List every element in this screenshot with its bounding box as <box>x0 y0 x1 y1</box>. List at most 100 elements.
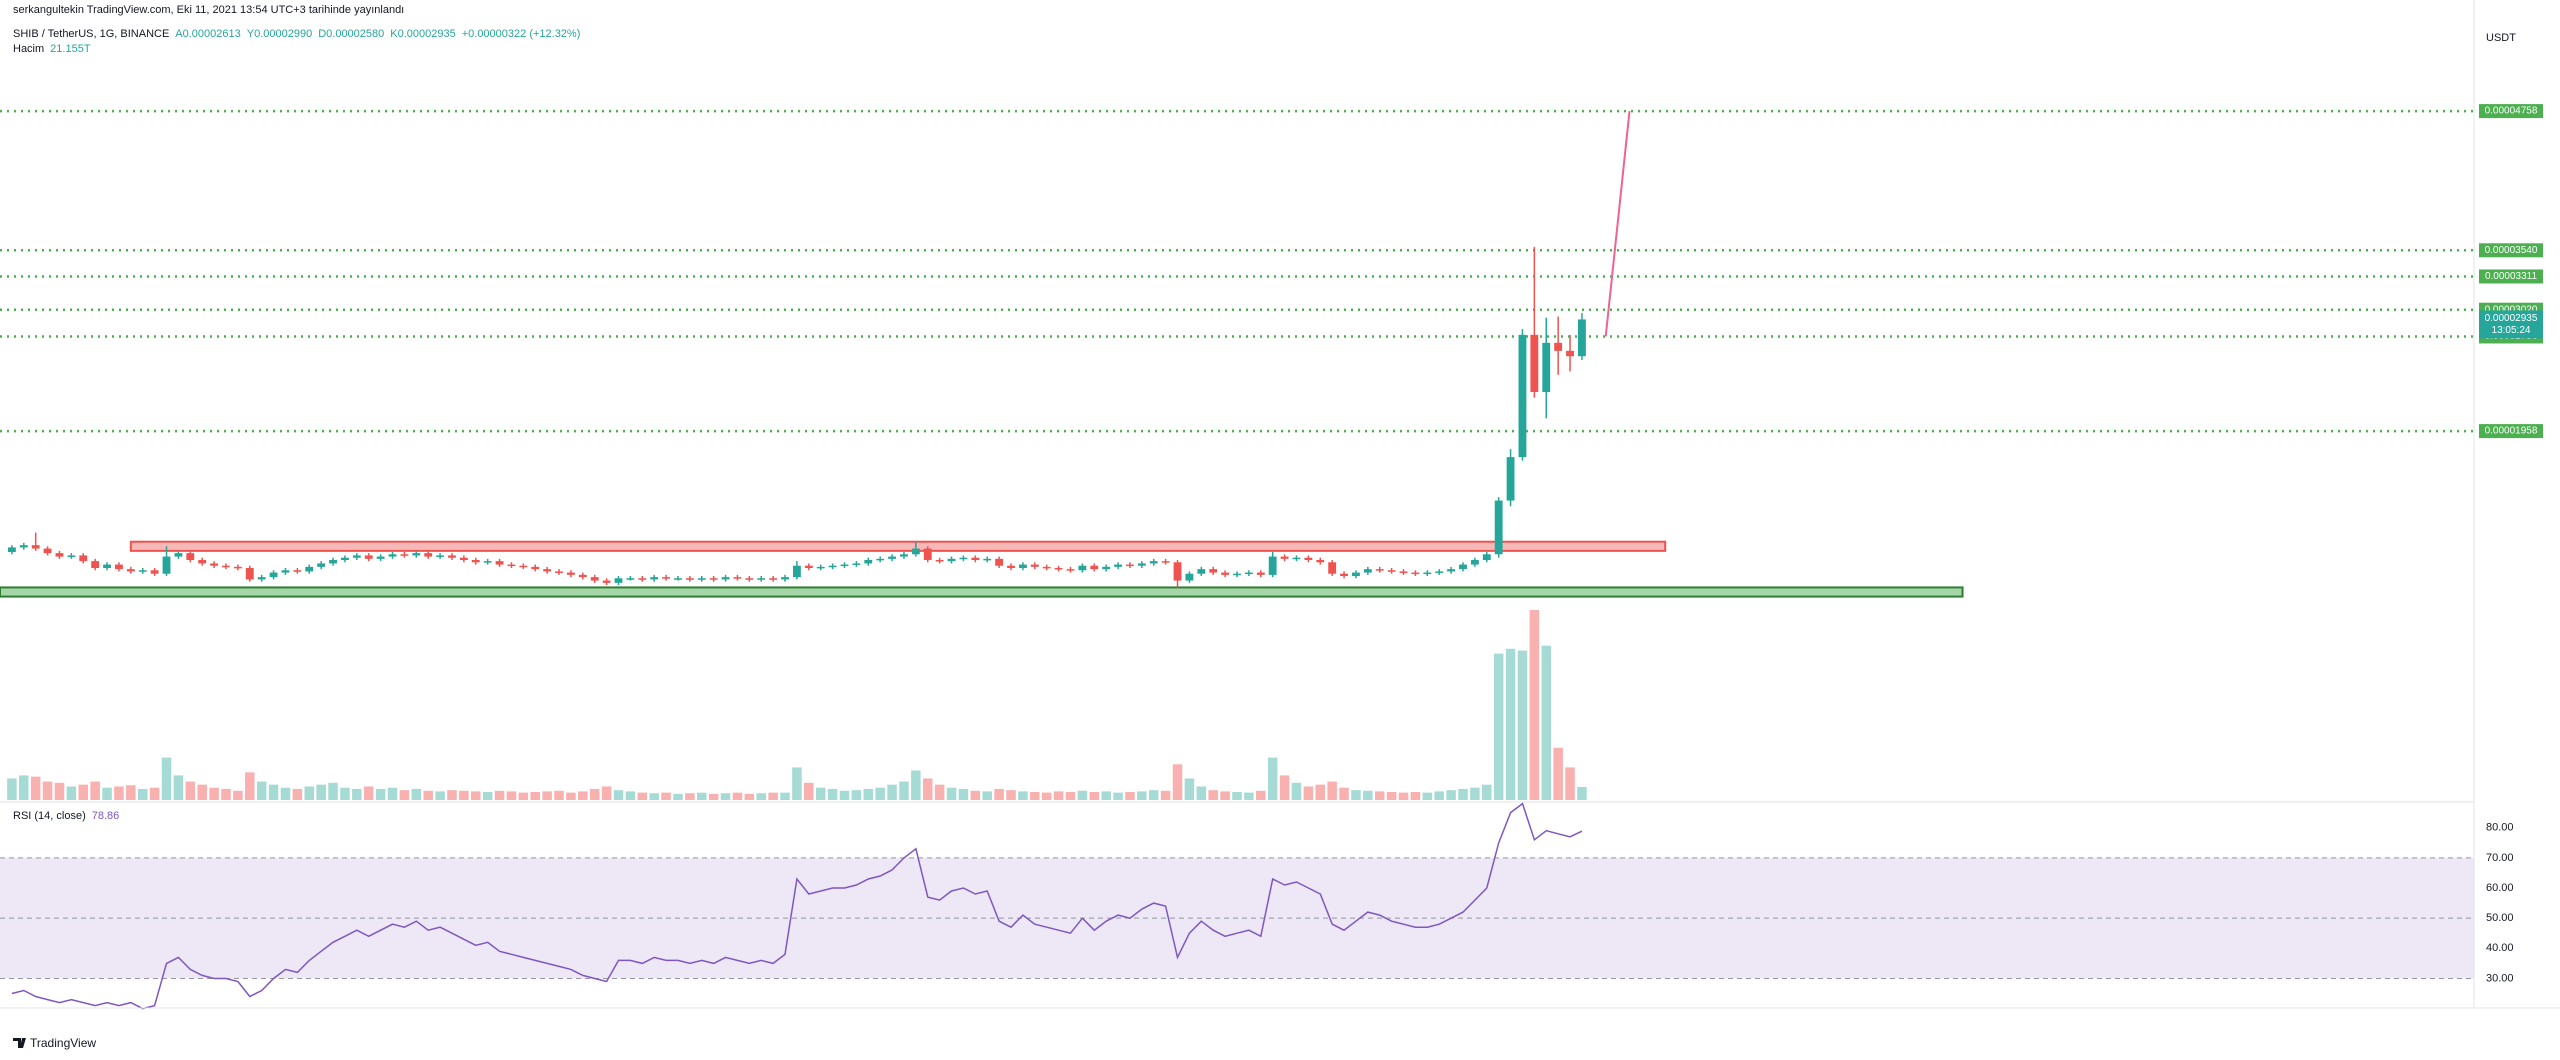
volume-bar <box>1267 757 1278 800</box>
candle-body <box>341 557 349 560</box>
volume-bar <box>1315 784 1326 800</box>
volume-bar <box>958 788 969 800</box>
volume-bar <box>126 785 136 800</box>
volume-bar <box>1577 786 1587 800</box>
candle-body <box>602 580 611 583</box>
volume-bar <box>1125 792 1135 800</box>
candle-body <box>876 558 885 561</box>
volume-bar <box>197 784 207 800</box>
candle-body <box>245 568 254 580</box>
rsi-tick-label: 80.00 <box>2486 822 2514 834</box>
candle-body <box>1518 334 1527 458</box>
candle-body <box>507 564 516 567</box>
volume-bar <box>554 790 564 800</box>
candle-body <box>1578 319 1586 357</box>
volume-bar <box>328 782 338 800</box>
candle-body <box>31 545 40 549</box>
candle-body <box>959 557 968 560</box>
volume-bar <box>661 792 671 800</box>
volume-bar <box>506 791 517 800</box>
volume-bar <box>1208 790 1218 800</box>
volume-bar <box>768 792 778 800</box>
volume-bar <box>792 767 802 800</box>
candle-body <box>43 548 52 554</box>
candle-body <box>804 565 813 568</box>
candle-body <box>1411 572 1420 575</box>
candle-body <box>947 558 956 562</box>
candle-body <box>1233 573 1241 576</box>
volume-bar <box>1137 791 1147 800</box>
candle-body <box>162 556 171 574</box>
volume-bar <box>578 791 588 800</box>
candle-body <box>376 556 385 559</box>
volume-bar <box>447 790 457 800</box>
candle-body <box>971 557 980 560</box>
candle-body <box>1292 557 1301 560</box>
candle-body <box>1435 571 1444 573</box>
candle-body <box>1221 572 1230 575</box>
volume-bar <box>185 781 196 800</box>
candle-body <box>757 578 766 580</box>
level-label-box <box>2479 424 2543 439</box>
volume-bar <box>1482 784 1492 800</box>
rsi-tick-label: 50.00 <box>2486 912 2514 924</box>
level-label: 0.00003540 <box>2485 245 2538 256</box>
volume-bar <box>1398 792 1409 800</box>
candle-body <box>709 578 718 580</box>
candle-body <box>1030 564 1039 567</box>
candle-body <box>115 564 123 570</box>
candle-body <box>721 577 730 580</box>
candle-body <box>1256 572 1265 575</box>
volume-bar <box>1363 790 1373 800</box>
volume-bar <box>1517 650 1528 800</box>
level-label: 0.00001958 <box>2485 426 2538 437</box>
volume-bar <box>732 792 743 800</box>
rsi-tick-label: 40.00 <box>2486 942 2514 954</box>
candle-body <box>816 566 825 569</box>
volume-bar <box>601 786 612 800</box>
candle-body <box>888 556 896 559</box>
volume-bar <box>1256 790 1266 800</box>
volume-bar <box>304 786 315 800</box>
candle-body <box>67 555 76 557</box>
candle-body <box>864 560 873 564</box>
volume-bar <box>804 782 814 800</box>
volume-bar <box>1446 790 1456 800</box>
volume-bar <box>1160 790 1171 800</box>
candle-body <box>1340 573 1348 576</box>
volume-bar <box>1220 791 1230 800</box>
candle-body <box>257 577 266 580</box>
candle-body <box>400 554 409 556</box>
candle-body <box>1447 569 1456 572</box>
candle-body <box>781 577 789 580</box>
volume-bar <box>566 792 576 800</box>
candle-body <box>1090 565 1099 570</box>
volume-bar <box>411 788 422 800</box>
volume-bar <box>78 784 89 800</box>
volume-bar <box>1434 791 1444 800</box>
candle-body <box>1363 569 1372 573</box>
volume-bar <box>815 787 826 800</box>
candle-body <box>1268 556 1277 575</box>
volume-bar <box>708 793 719 800</box>
candle-body <box>685 578 694 580</box>
candle-body <box>174 553 183 557</box>
volume-bar <box>1458 788 1468 800</box>
candle-body <box>269 572 278 578</box>
volume-bar <box>114 786 124 800</box>
volume-bar <box>1184 778 1195 800</box>
candle-body <box>590 577 599 581</box>
candle-body <box>305 566 314 572</box>
candle-body <box>1126 564 1134 567</box>
candle-body <box>1042 566 1051 569</box>
volume-bar <box>697 792 707 800</box>
brand-text: TradingView <box>30 1036 96 1050</box>
candle-body <box>448 555 456 558</box>
candle-body <box>697 578 706 580</box>
candle-body <box>293 570 302 572</box>
rsi-header: RSI (14, close) 78.86 <box>13 810 119 822</box>
volume-bar <box>780 792 790 800</box>
volume-bar <box>887 784 897 800</box>
volume-bar <box>137 788 148 800</box>
volume-bar <box>352 788 362 800</box>
